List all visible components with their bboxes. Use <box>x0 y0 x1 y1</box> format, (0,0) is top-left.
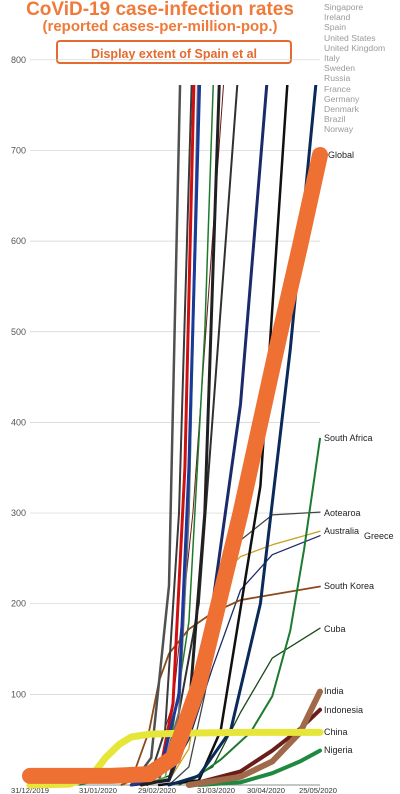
legend-item: Ireland <box>324 12 351 23</box>
legend-item: Germany <box>324 93 360 104</box>
series-label: Nigeria <box>324 745 353 755</box>
x-tick-label: 25/05/2020 <box>299 786 337 794</box>
legend-item: Italy <box>324 53 340 64</box>
y-tick-label: 700 <box>11 145 26 155</box>
x-tick-label: 31/03/2020 <box>197 786 235 794</box>
series-line-indonesia <box>186 707 322 787</box>
y-tick-label: 300 <box>11 508 26 518</box>
legend-item: Spain <box>324 22 346 33</box>
series-line-global <box>22 147 328 784</box>
chart-title: CoViD-19 case-infection rates <box>26 0 294 20</box>
series-label: Indonesia <box>324 705 363 715</box>
x-tick-label: 30/04/2020 <box>247 786 285 794</box>
series-label: Greece <box>364 531 394 541</box>
series-label: Global <box>328 150 354 160</box>
y-tick-label: 800 <box>11 55 26 65</box>
y-tick-label: 600 <box>11 236 26 246</box>
y-tick-label: 500 <box>11 327 26 337</box>
chart-subtitle: (reported cases-per-million-pop.) <box>42 18 278 35</box>
country-legend: Singapore Ireland Spain United States United… <box>324 2 385 135</box>
series-line-norway <box>146 85 193 786</box>
series-label: South Korea <box>324 581 374 591</box>
series-line-india <box>185 688 323 788</box>
legend-item: Sweden <box>324 63 356 74</box>
series-label: Cuba <box>324 624 346 634</box>
series-labels: Global China India Indonesia South Africa Aot… <box>324 150 394 755</box>
legend-item: United Kingdom <box>324 42 386 53</box>
legend-item: United States <box>324 32 376 43</box>
y-tick-label: 100 <box>11 689 26 699</box>
legend-item: Russia <box>324 73 351 84</box>
series-line-aotearoa <box>168 511 321 786</box>
x-axis-labels: 31/12/2019 31/01/2020 29/02/2020 31/03/2020… <box>11 786 337 794</box>
series-label: South Africa <box>324 433 373 443</box>
x-tick-label: 31/01/2020 <box>79 786 117 794</box>
legend-item: Norway <box>324 124 354 135</box>
y-axis-labels: 100 200 300 400 500 600 700 800 <box>11 55 26 700</box>
legend-item: Denmark <box>324 104 359 115</box>
series-label: Aotearoa <box>324 508 361 518</box>
series-line-nigeria <box>196 748 322 787</box>
series-label: India <box>324 686 344 696</box>
y-tick-label: 200 <box>11 599 26 609</box>
x-tick-label: 29/02/2020 <box>138 786 176 794</box>
legend-item: France <box>324 83 351 94</box>
y-tick-label: 400 <box>11 417 26 427</box>
series-line-south-korea <box>120 585 321 786</box>
series-label: Australia <box>324 526 359 536</box>
legend-item: Singapore <box>324 2 364 12</box>
x-tick-label: 31/12/2019 <box>11 786 49 794</box>
series-lines <box>22 85 328 789</box>
series-label: China <box>324 727 348 737</box>
legend-item: Brazil <box>324 114 346 125</box>
